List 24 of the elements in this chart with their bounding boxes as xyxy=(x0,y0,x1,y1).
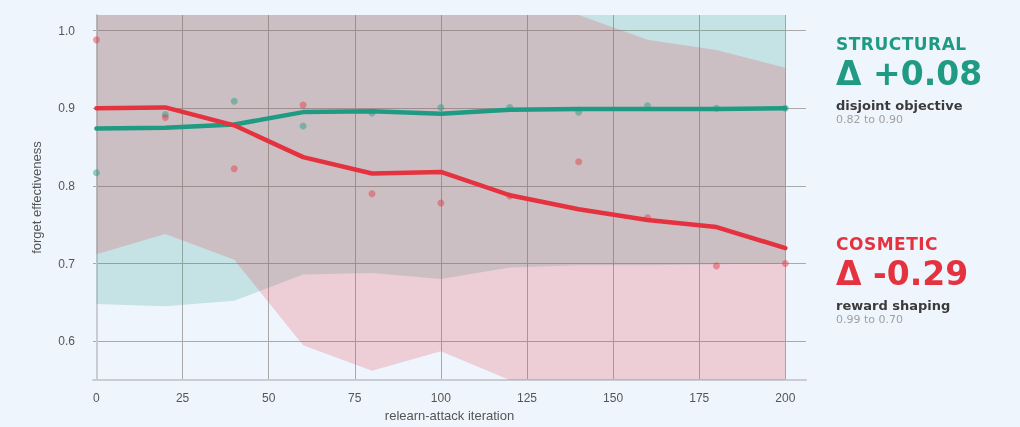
text: STRUCTURAL xyxy=(836,34,968,54)
x-tick-label: 50 xyxy=(261,391,276,406)
y-tick-label: 1.0 xyxy=(58,23,76,38)
y-tick-label: 0.9 xyxy=(58,101,76,116)
x-tick-label: 200 xyxy=(775,391,796,406)
y-tick-label: 0.8 xyxy=(58,178,76,193)
text: COSMETIC xyxy=(836,234,940,254)
text: Δ +0.08 xyxy=(836,54,983,94)
text: Δ -0.29 xyxy=(836,254,969,294)
x-axis-title: relearn-attack iteration xyxy=(384,408,515,423)
y-axis-title: forget effectiveness xyxy=(29,140,44,254)
x-tick-label: 75 xyxy=(348,391,362,406)
text: 0.99 to 0.70 xyxy=(836,313,905,326)
x-tick-label: 175 xyxy=(689,391,710,406)
x-tick-label: 125 xyxy=(516,391,538,406)
y-tick-label: 0.6 xyxy=(58,334,76,349)
x-tick-label: 100 xyxy=(430,391,452,406)
y-tick-label: 0.7 xyxy=(58,256,76,271)
text: reward shaping xyxy=(836,298,952,313)
x-tick-label: 25 xyxy=(175,391,190,406)
x-tick-label: 0 xyxy=(93,391,101,406)
x-tick-label: 150 xyxy=(603,391,624,406)
text: disjoint objective xyxy=(836,98,964,113)
text: 0.82 to 0.90 xyxy=(836,113,905,126)
